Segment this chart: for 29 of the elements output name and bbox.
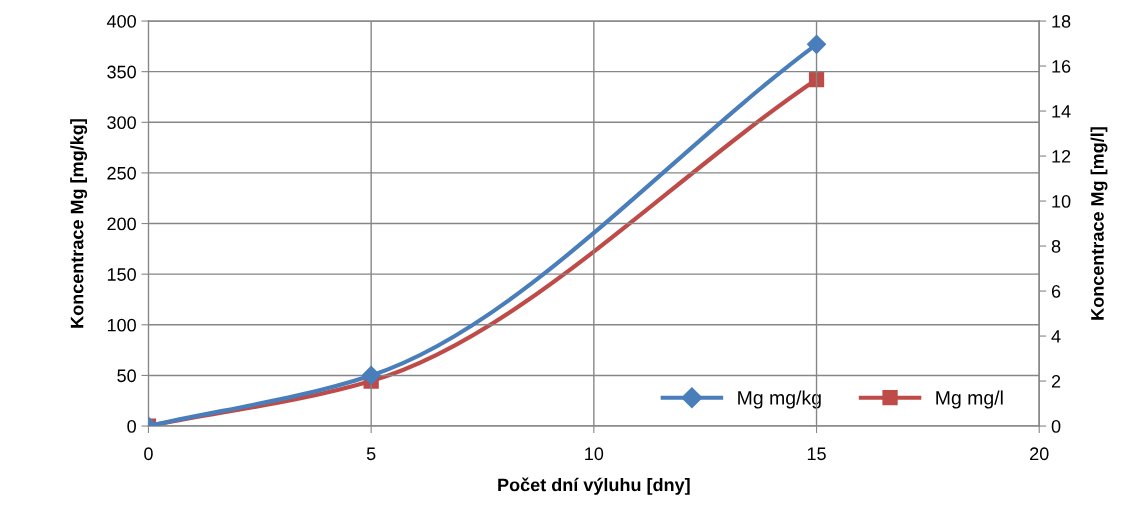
y2-tick-label: 14	[1052, 105, 1071, 118]
y-tick-label: 200	[107, 217, 136, 231]
x-tick-label: 15	[807, 447, 826, 461]
y2-tick-label: 2	[1051, 374, 1061, 388]
y2-tick-label: 18	[1052, 14, 1071, 28]
x-tick-label: 20	[1030, 447, 1049, 461]
y2-tick-label: 4	[1051, 330, 1061, 343]
x-tick-label: 0	[144, 447, 153, 461]
y-tick-label: 250	[107, 166, 136, 180]
x-axis-title: Počet dní výluhu [dny]	[498, 477, 690, 495]
y2-tick-label: 10	[1052, 194, 1071, 208]
y-tick-label: 150	[107, 268, 136, 281]
y-axis-title: Koncentrace Mg [mg/kg]	[70, 119, 88, 328]
y2-tick-label: 12	[1052, 149, 1071, 163]
x-tick-label: 10	[585, 447, 604, 461]
legend-label: Mg mg/kg	[738, 390, 821, 409]
y-tick-label: 300	[107, 116, 136, 130]
y2-tick-label: 16	[1052, 59, 1071, 73]
y-tick-label: 100	[107, 318, 136, 332]
legend-label: Mg mg/l	[936, 390, 1003, 409]
x-tick-label: 5	[366, 447, 376, 461]
y2-tick-label: 6	[1051, 284, 1061, 298]
y2-tick-label: 0	[1051, 419, 1061, 433]
y-tick-label: 50	[117, 369, 136, 383]
y-tick-label: 350	[107, 65, 136, 79]
y2-axis-title: Koncentrace Mg [mg/l]	[1090, 127, 1108, 320]
y-tick-label: 0	[127, 419, 136, 433]
y2-tick-label: 8	[1051, 239, 1061, 253]
y-tick-label: 400	[106, 14, 136, 28]
